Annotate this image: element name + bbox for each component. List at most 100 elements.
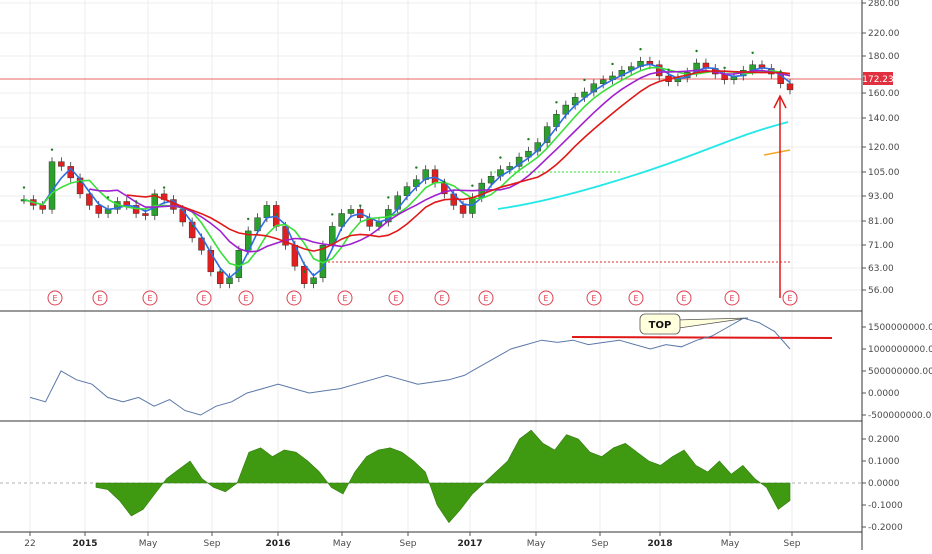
earnings-marker-label: E [633, 294, 638, 303]
earnings-marker [538, 290, 554, 306]
candle-body [39, 205, 46, 210]
candle-body [58, 161, 65, 167]
indicator-line-panel: TOP [29, 313, 833, 416]
candle-body [48, 161, 56, 210]
td-mark [106, 196, 110, 199]
td-mark [499, 156, 502, 159]
td-mark [443, 180, 446, 184]
td-mark [218, 270, 222, 273]
indicator-tick-label: 500000000.0000 [868, 367, 932, 377]
top-resistance-line [571, 336, 833, 339]
earnings-marker-label: E [729, 294, 734, 303]
candle-body [422, 169, 429, 180]
time-tick-label: 2018 [647, 539, 672, 549]
oscillator-tick-label: -0.1000 [868, 501, 903, 511]
candle-body [347, 209, 355, 214]
indicator-tick-label: 1000000000.0000 [868, 345, 932, 355]
candle-body [142, 213, 149, 216]
candle-body [263, 205, 271, 218]
earnings-marker [286, 290, 302, 306]
earnings-marker-label: E [147, 294, 152, 303]
candle-body [86, 193, 93, 206]
candle-body [95, 205, 102, 214]
earnings-marker [388, 290, 404, 306]
top-callout-label: TOP [649, 320, 672, 331]
price-tick-label: 81.00 [868, 217, 894, 227]
td-mark [667, 68, 670, 71]
earnings-marker-label: E [97, 294, 102, 303]
indicator-tick-label: -500000000.0000 [868, 411, 932, 421]
time-tick-label: 2015 [72, 539, 97, 549]
earnings-marker [434, 290, 450, 306]
candle-body [786, 83, 794, 91]
td-mark [779, 70, 782, 73]
candle-body [599, 79, 607, 84]
earnings-marker-label: E [591, 294, 596, 303]
price-tick-label: 56.00 [868, 286, 894, 296]
td-mark [611, 62, 614, 66]
time-tick-label: Sep [204, 539, 221, 549]
td-mark [751, 51, 754, 54]
td-mark [387, 196, 390, 199]
td-mark [275, 213, 278, 216]
td-mark [695, 49, 698, 53]
price-tick-label: 280.00 [868, 0, 900, 9]
oscillator-area-panel [0, 429, 862, 524]
ma-red-line [126, 70, 791, 252]
td-mark [22, 186, 26, 189]
price-tick-label: 120.00 [868, 143, 900, 153]
time-tick-label: Sep [784, 539, 801, 549]
candle-body [338, 213, 345, 227]
candle-body [235, 250, 243, 278]
earnings-marker-label: E [243, 294, 248, 303]
price-tick-label: 63.00 [868, 264, 894, 274]
earnings-marker-label: E [291, 294, 296, 303]
td-mark [246, 217, 250, 221]
candle-body [590, 83, 598, 93]
indicator-line [29, 317, 791, 416]
top-callout [639, 313, 681, 335]
td-mark [190, 224, 194, 228]
last-price-text: 172.23 [862, 75, 894, 85]
candle-body [431, 169, 439, 184]
grid-lines [0, 0, 862, 532]
oscillator-tick-label: 0.0000 [868, 479, 900, 489]
earnings-marker [782, 290, 798, 306]
price-tick-label: 140.00 [868, 114, 900, 124]
price-tick-label: 160.00 [868, 89, 900, 99]
ma-orange-line [763, 149, 791, 156]
td-mark [555, 101, 558, 104]
time-tick-label: May [527, 539, 546, 549]
td-mark [639, 48, 642, 51]
candle-body [207, 250, 215, 273]
earnings-marker [586, 290, 602, 306]
earnings-marker-label: E [681, 294, 686, 303]
earnings-marker [628, 290, 644, 306]
time-tick-label: 2017 [457, 539, 482, 549]
time-tick-label: Sep [592, 539, 609, 549]
price-tick-label: 180.00 [868, 52, 900, 62]
time-tick-label: May [139, 539, 158, 549]
earnings-marker-label: E [393, 294, 398, 303]
td-mark [583, 78, 586, 82]
earnings-marker-label: E [52, 294, 57, 303]
candle-body [216, 271, 224, 284]
td-mark [331, 213, 334, 216]
td-mark [134, 200, 138, 203]
indicator-tick-label: 0.0000 [868, 389, 900, 399]
td-mark [415, 166, 418, 169]
td-mark [359, 204, 362, 207]
indicator-tick-label: 1500000000.0000 [868, 323, 932, 333]
time-tick-label: 2016 [265, 539, 290, 549]
td-mark [50, 148, 54, 151]
earnings-markers: EEEEEEEEEEEEEEEEE [47, 290, 798, 306]
moving-averages [23, 63, 791, 279]
td-mark [723, 66, 726, 70]
oscillator-tick-label: -0.2000 [868, 523, 903, 533]
earnings-marker-label: E [439, 294, 444, 303]
time-tick-label: May [721, 539, 740, 549]
time-tick-label: 22 [24, 539, 35, 549]
td-mark [471, 184, 474, 187]
